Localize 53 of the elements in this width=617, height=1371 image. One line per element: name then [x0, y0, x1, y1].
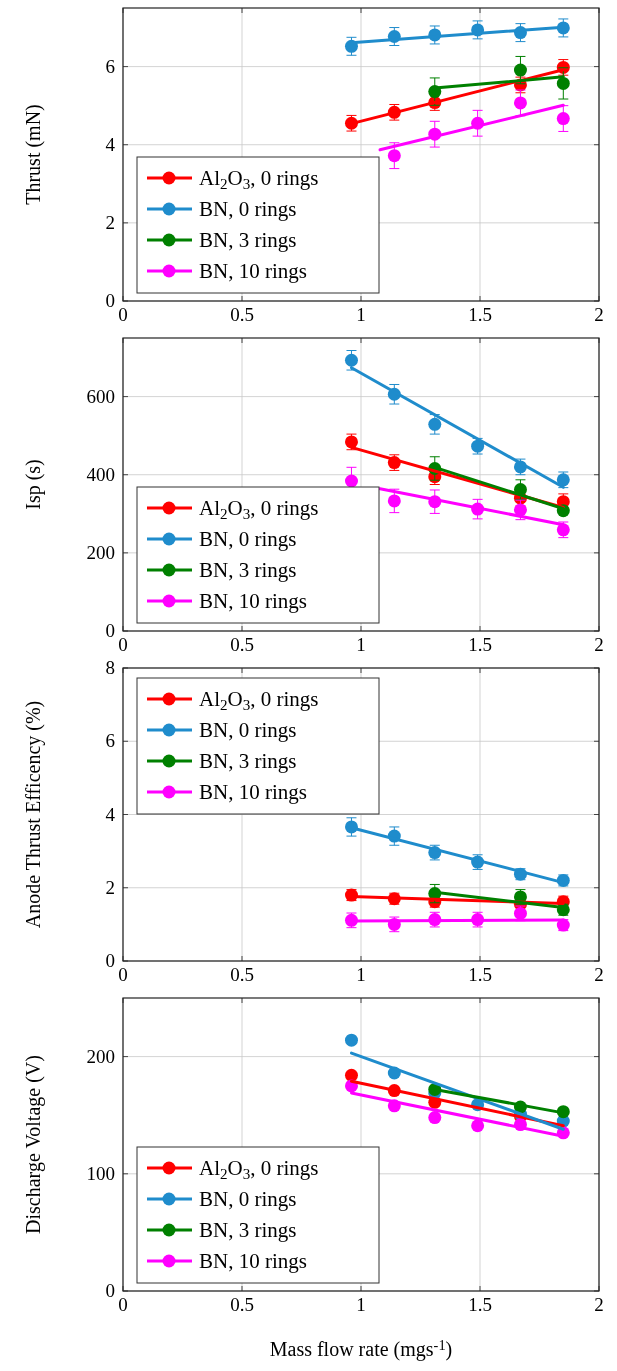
y-tick-label: 2 [105, 211, 115, 233]
x-tick-label: 0.5 [230, 1294, 254, 1315]
legend-label: Al$_{2}$O$_{3}$, 0 rings [199, 687, 319, 713]
x-tick-label: 2 [594, 304, 604, 325]
x-axis-title: Mass flow rate (mgs$^{-1}$) [269, 1337, 453, 1361]
x-tick-label: 1.5 [468, 964, 492, 985]
y-tick-label: 0 [105, 950, 115, 971]
x-tick-label: 2 [594, 1294, 604, 1315]
y-tick-label: 4 [105, 803, 116, 825]
y-tick-label: 4 [105, 133, 116, 155]
x-tick-label: 1.5 [468, 634, 492, 655]
y-tick-label: 100 [86, 1162, 115, 1184]
x-tick-label: 1 [356, 964, 366, 985]
legend-label: BN, 0 rings [199, 718, 297, 742]
y-tick-label: 2 [105, 876, 115, 898]
y-tick-label: 0 [105, 290, 115, 311]
x-tick-label: 0.5 [230, 634, 254, 655]
x-tick-label: 1 [356, 304, 366, 325]
y-axis-title: Isp (s) [22, 459, 45, 510]
legend-label: BN, 0 rings [199, 527, 297, 551]
y-axis-title: Thrust (mN) [22, 104, 45, 205]
legend-label: Al$_{2}$O$_{3}$, 0 rings [199, 1156, 319, 1182]
x-tick-label: 1 [356, 1294, 366, 1315]
y-axis-title: Anode Thrust Efficency (%) [22, 700, 45, 929]
y-tick-label: 600 [86, 385, 115, 407]
x-tick-label: 0.5 [230, 964, 254, 985]
y-axis-title: Discharge Voltage (V) [22, 1055, 45, 1234]
y-tick-label: 0 [105, 1280, 115, 1301]
legend-label: BN, 0 rings [199, 197, 297, 221]
legend-label: BN, 3 rings [199, 1218, 297, 1242]
y-tick-label: 400 [86, 463, 115, 485]
legend-label: BN, 3 rings [199, 558, 297, 582]
y-tick-label: 200 [86, 541, 115, 563]
legend-label: BN, 10 rings [199, 780, 307, 804]
y-tick-label: 6 [105, 55, 115, 77]
x-tick-label: 2 [594, 634, 604, 655]
x-tick-label: 2 [594, 964, 604, 985]
legend-label: BN, 10 rings [199, 259, 307, 283]
legend-label: BN, 3 rings [199, 228, 297, 252]
y-tick-label: 200 [86, 1045, 115, 1067]
y-tick-label: 6 [105, 730, 115, 752]
legend-label: Al$_{2}$O$_{3}$, 0 rings [199, 496, 319, 522]
legend-label: BN, 10 rings [199, 1249, 307, 1273]
y-tick-label: 0 [105, 620, 115, 641]
x-tick-label: 1.5 [468, 1294, 492, 1315]
legend-label: BN, 3 rings [199, 749, 297, 773]
x-tick-label: 0.5 [230, 304, 254, 325]
x-tick-label: 1.5 [468, 304, 492, 325]
y-tick-label: 8 [105, 657, 115, 678]
x-tick-label: 1 [356, 634, 366, 655]
legend-label: BN, 10 rings [199, 589, 307, 613]
legend-label: BN, 0 rings [199, 1187, 297, 1211]
legend-label: Al$_{2}$O$_{3}$, 0 rings [199, 166, 319, 192]
